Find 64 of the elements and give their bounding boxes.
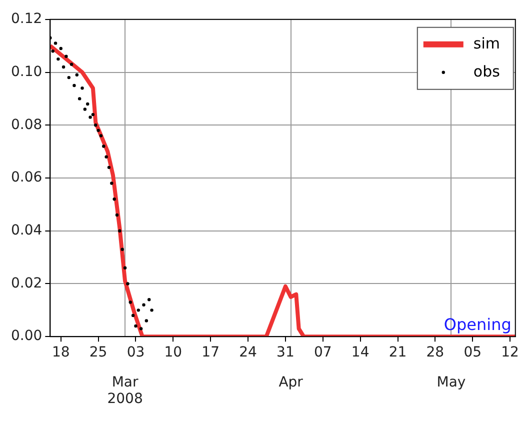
point (142, 303, 146, 306)
point (123, 266, 127, 270)
y-tick-label: 0.10 (11, 64, 42, 80)
point (86, 102, 90, 106)
point (83, 108, 87, 111)
x2-tick-label: Apr (278, 374, 304, 390)
point (78, 97, 82, 100)
x-tick-label: 18 (52, 344, 70, 361)
point (139, 327, 143, 330)
point (120, 248, 124, 251)
point (118, 229, 122, 232)
point (96, 128, 100, 132)
legend-label: obs (473, 62, 500, 80)
point (144, 319, 148, 322)
point (88, 116, 92, 119)
point (91, 112, 95, 116)
point (62, 65, 66, 69)
point (54, 42, 58, 45)
x-tick-label: 25 (89, 344, 108, 361)
point (59, 46, 62, 50)
point (128, 300, 132, 304)
x-tick-label: 31 (276, 344, 294, 361)
point (64, 54, 68, 58)
y-tick-label: 0.08 (11, 116, 42, 133)
x-tick-label: 24 (239, 344, 258, 361)
y-tick-label: 0.02 (11, 275, 42, 292)
point (75, 73, 79, 77)
point (131, 314, 135, 318)
x-tick-label: 05 (464, 344, 482, 361)
y-tick-label: 0.12 (11, 11, 42, 28)
point (102, 144, 106, 148)
point (136, 308, 140, 312)
point (112, 198, 116, 201)
x-tick-label: 10 (164, 344, 182, 361)
x-tick-label: 03 (126, 344, 145, 361)
x-tick-label: 28 (426, 344, 444, 361)
legend-label: sim (473, 34, 500, 52)
point (126, 282, 130, 286)
x-tick-label: 12 (501, 344, 519, 361)
point (70, 62, 74, 66)
point (150, 308, 154, 312)
annotation: Opening (444, 314, 512, 334)
x-tick-label: 21 (388, 344, 407, 361)
point (107, 166, 111, 170)
x-tick-label: 14 (351, 344, 370, 361)
point (94, 124, 98, 127)
point (134, 324, 138, 328)
point (51, 50, 54, 53)
point (148, 298, 151, 302)
y-tick-label: 0.00 (11, 328, 42, 344)
point (115, 213, 119, 217)
point (110, 182, 114, 185)
y-tick-label: 0.04 (11, 222, 42, 239)
x-tick-label: 07 (314, 344, 332, 361)
x-tick-label: 17 (202, 344, 220, 361)
point (99, 134, 103, 138)
point (104, 155, 108, 158)
point (72, 84, 76, 88)
y-tick-label: 0.06 (11, 170, 42, 186)
point (67, 76, 70, 80)
x2-tick-label: May (436, 374, 466, 390)
point (56, 57, 60, 61)
point (80, 86, 84, 90)
x2-tick-label: Mar 2008 (107, 374, 143, 408)
